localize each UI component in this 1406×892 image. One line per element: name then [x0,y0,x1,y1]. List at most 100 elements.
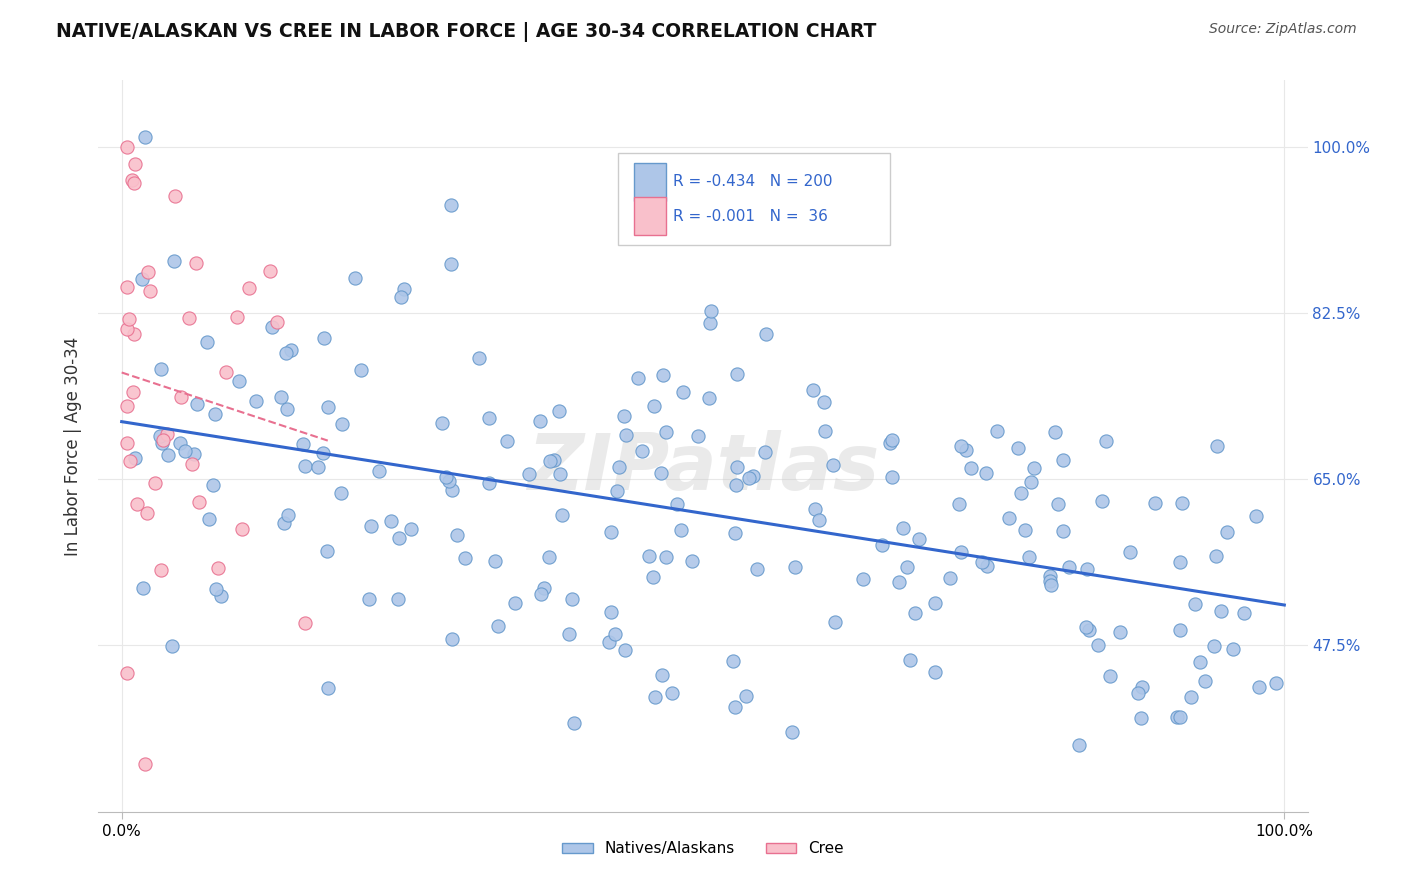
Point [380,514,402,528]
Point [1180,690,1202,704]
Point [1087,638,1109,652]
Point [1126,686,1149,700]
FancyBboxPatch shape [634,197,665,235]
Point [1170,496,1192,510]
Point [118,312,141,326]
Point [672,384,695,399]
Point [754,445,776,459]
Point [136,265,159,279]
Point [665,497,688,511]
Point [117,279,139,293]
Point [1010,486,1032,500]
Point [360,519,382,533]
Point [1018,549,1040,564]
Point [880,470,903,484]
Point [350,362,373,376]
Point [307,459,329,474]
Point [1119,544,1142,558]
Point [149,362,172,376]
Point [207,561,229,575]
Point [783,560,806,574]
Point [117,140,139,154]
Point [960,461,983,475]
Point [614,428,637,442]
Point [156,426,179,441]
Point [939,570,962,584]
Point [1244,508,1267,523]
Point [121,173,143,187]
Point [312,446,335,460]
Point [1078,623,1101,637]
Point [440,483,463,497]
Point [157,448,180,462]
Point [517,467,540,482]
Point [755,326,778,341]
Point [124,450,146,465]
Point [1014,523,1036,537]
Point [1168,623,1191,637]
Point [125,497,148,511]
Point [173,443,195,458]
Point [163,189,186,203]
Point [558,626,581,640]
Point [723,700,745,714]
Point [1039,574,1062,588]
Point [1233,607,1256,621]
Point [948,497,970,511]
Point [122,176,145,190]
Point [163,254,186,268]
Point [543,453,565,467]
Point [169,390,191,404]
Text: R = -0.001   N =  36: R = -0.001 N = 36 [673,209,828,224]
Point [150,435,173,450]
Point [387,592,409,607]
Point [561,592,583,607]
Point [266,315,288,329]
Point [655,550,678,565]
Point [117,436,139,450]
Point [152,433,174,447]
Point [245,394,267,409]
Point [530,587,553,601]
Point [169,436,191,450]
Point [813,395,835,409]
Point [652,368,675,383]
Point [1007,441,1029,455]
Point [630,444,652,458]
Point [150,563,173,577]
Point [950,439,973,453]
Point [537,549,560,564]
Point [609,460,631,475]
Point [359,592,381,607]
Point [484,554,506,568]
Point [1130,711,1153,725]
Point [699,316,721,330]
Point [1067,738,1090,752]
Point [655,425,678,439]
Point [280,343,302,358]
Point [1108,625,1130,640]
Point [228,374,250,388]
Text: R = -0.434   N = 200: R = -0.434 N = 200 [673,175,832,189]
Point [122,384,145,399]
Point [1204,639,1226,653]
Point [205,582,228,597]
Point [434,470,457,484]
Point [143,475,166,490]
Point [1091,493,1114,508]
Point [1247,681,1270,695]
Point [179,311,201,326]
Point [149,429,172,443]
Point [824,615,846,629]
Point [503,596,526,610]
Point [682,554,704,568]
Point [1076,562,1098,576]
Point [721,654,744,668]
Point [529,414,551,428]
Point [548,467,571,481]
Point [603,626,626,640]
Point [891,521,914,535]
Point [122,326,145,341]
Point [807,513,830,527]
Point [986,424,1008,438]
